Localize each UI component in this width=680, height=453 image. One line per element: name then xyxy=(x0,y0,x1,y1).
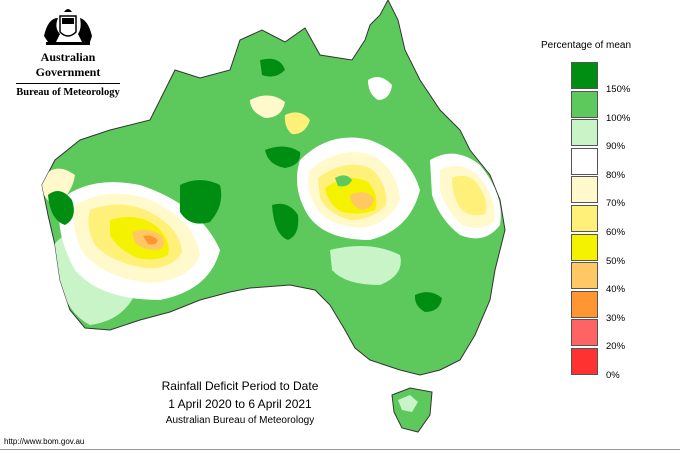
legend-label: 80% xyxy=(606,169,626,181)
legend-labels: 150% 100% 90% 80% 70% 60% 50% 40% 30% 20… xyxy=(606,84,630,399)
cape-york-white xyxy=(368,76,392,100)
legend-label: 70% xyxy=(606,198,626,210)
legend-label: 0% xyxy=(606,369,620,381)
sa-dark-green-blob xyxy=(272,203,299,240)
legend-label: 50% xyxy=(606,255,626,267)
caption-source: Australian Bureau of Meteorology xyxy=(165,415,315,426)
government-title: Australian Government xyxy=(35,50,101,79)
legend-label: 90% xyxy=(606,141,626,153)
legend-label: 20% xyxy=(606,341,626,353)
bottom-divider xyxy=(0,449,680,450)
legend-swatch xyxy=(571,119,598,147)
legend-title: Percentage of mean xyxy=(541,40,632,51)
legend-swatch xyxy=(571,290,598,318)
gulf-white xyxy=(284,112,310,135)
wa-dark-green-blob xyxy=(48,191,74,225)
qld-40-zone xyxy=(350,192,374,210)
caption-title: Rainfall Deficit Period to Date xyxy=(161,379,319,393)
bureau-title: Bureau of Meteorology xyxy=(16,83,120,98)
source-url[interactable]: http://www.bom.gov.au xyxy=(4,437,85,446)
nsw-light-green xyxy=(330,246,401,285)
qld-green-core xyxy=(335,175,352,187)
coat-of-arms-icon xyxy=(44,9,92,45)
legend-label: 60% xyxy=(606,226,626,238)
legend-label: 40% xyxy=(606,284,626,296)
legend-swatch xyxy=(571,62,598,89)
map-caption: Rainfall Deficit Period to Date 1 April … xyxy=(110,379,370,426)
north-dark-green-blob xyxy=(260,58,285,77)
top-end-white xyxy=(250,95,285,118)
legend-label: 30% xyxy=(606,312,626,324)
wa-30-zone xyxy=(143,235,158,245)
caption-period: 1 April 2020 to 6 April 2021 xyxy=(168,397,312,411)
nt-dark-green-blob xyxy=(265,146,301,168)
legend-swatches xyxy=(571,62,598,377)
legend-swatch xyxy=(571,319,598,347)
legend-swatch xyxy=(571,233,598,261)
legend-swatch xyxy=(571,176,598,204)
legend-swatch xyxy=(571,90,598,118)
central-dark-green-blob xyxy=(180,180,222,224)
vic-dark-green-blob xyxy=(414,292,442,312)
legend-swatch xyxy=(571,262,598,290)
legend-swatch xyxy=(571,147,598,175)
east-coast-60 xyxy=(452,175,487,216)
government-logo: Australian Government Bureau of Meteorol… xyxy=(8,6,128,100)
legend-label: 150% xyxy=(606,84,631,95)
legend-swatch xyxy=(571,347,598,375)
tasmania-light-zone xyxy=(398,395,418,412)
legend-swatch xyxy=(571,204,598,232)
legend-label: 100% xyxy=(606,112,631,124)
